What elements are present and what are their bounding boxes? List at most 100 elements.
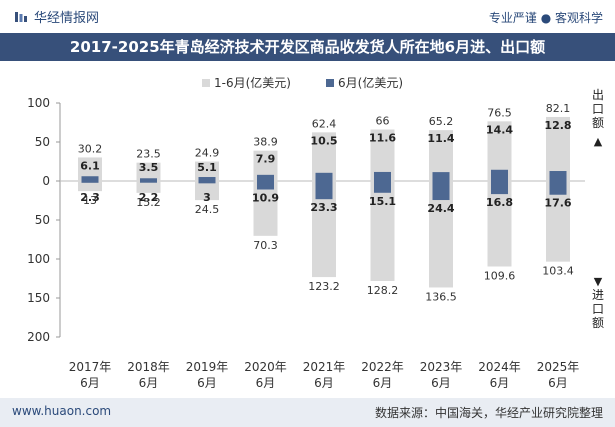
label-range-export: 65.2: [429, 115, 454, 128]
x-tick-label: 2024年: [478, 360, 521, 374]
chart-title: 2017-2025年青岛经济技术开发区商品收发货人所在地6月进、出口额: [0, 33, 615, 61]
bar-range: [370, 129, 395, 281]
label-range-import: 70.3: [253, 239, 278, 252]
y-tick-label: 200: [27, 330, 50, 344]
label-range-export: 66: [376, 115, 390, 128]
label-range-export: 76.5: [487, 106, 512, 119]
label-june-export: 11.6: [369, 132, 396, 145]
x-axis: 2017年 6月 2018年 6月 2019年 6月 2020年 6月 2021年 6月 2022年…: [69, 360, 580, 390]
label-range-export: 38.9: [253, 136, 278, 149]
label-range-export: 23.5: [136, 148, 161, 161]
label-range-import: 136.5: [425, 290, 457, 303]
x-tick-label: 2019年: [186, 360, 229, 374]
label-range-import: 128.2: [367, 284, 399, 297]
label-june-export: 11.4: [427, 132, 454, 145]
label-range-import: 24.5: [195, 203, 220, 216]
bar-june: [315, 172, 333, 200]
label-range-import: 13: [83, 194, 97, 207]
import-side-label-char: 进: [592, 288, 604, 302]
data-source: 数据来源：中国海关，华经产业研究院整理: [374, 406, 603, 420]
label-june-import: 16.8: [486, 196, 513, 209]
y-tick-label: 50: [35, 213, 50, 227]
x-tick-label: 2022年: [361, 360, 404, 374]
label-june-import: 10.9: [252, 192, 279, 205]
bar-june: [432, 172, 450, 201]
label-june-import: 2.2: [139, 191, 159, 204]
bar-june: [549, 171, 567, 195]
x-tick-label: 2023年: [420, 360, 463, 374]
bar-june: [140, 178, 157, 183]
y-tick-label: 50: [35, 135, 50, 149]
data-labels: 30.2 13 6.1 2.3 23.5 15.2 3.5 2.2 24.9 24.5 5.1 3 38…: [78, 102, 574, 304]
bar-range: [136, 162, 161, 193]
label-range-export: 24.9: [195, 147, 220, 160]
brand-name: 华经情报网: [34, 11, 100, 26]
x-tick-label: 2025年: [537, 360, 580, 374]
label-june-export: 7.9: [256, 153, 276, 166]
export-side-label-char: 额: [592, 116, 604, 130]
down-arrow-icon: ▼: [594, 275, 603, 288]
side-labels: 出口额▲▼进口额: [592, 88, 604, 330]
label-june-export: 10.5: [310, 134, 337, 147]
legend: 1-6月(亿美元) 6月(亿美元): [202, 75, 403, 90]
legend-swatch-range: [202, 79, 210, 87]
label-june-export: 14.4: [486, 123, 513, 136]
label-june-export: 3.5: [139, 161, 159, 174]
up-arrow-icon: ▲: [594, 135, 603, 148]
import-side-label-char: 额: [592, 316, 604, 330]
label-range-import: 15.2: [136, 196, 161, 209]
label-range-import: 103.4: [542, 265, 574, 278]
bar-june: [198, 177, 216, 184]
label-range-export: 30.2: [78, 142, 103, 155]
label-range-import: 123.2: [308, 280, 340, 293]
legend-swatch-june: [326, 79, 334, 87]
y-tick-label: 100: [27, 252, 50, 266]
x-tick-label: 6月: [256, 376, 276, 390]
label-june-export: 5.1: [197, 161, 217, 174]
label-june-import: 24.4: [427, 202, 454, 215]
brand-logo-icon: [15, 11, 27, 22]
x-tick-label: 6月: [431, 376, 451, 390]
label-range-export: 82.1: [546, 102, 571, 115]
bar-june: [374, 171, 391, 193]
x-tick-label: 6月: [548, 376, 568, 390]
export-side-label-char: 出: [592, 88, 604, 102]
label-june-import: 3: [203, 191, 211, 204]
bar-june: [491, 169, 508, 195]
label-june-import: 15.1: [369, 195, 396, 208]
footer: www.huaon.com 数据来源：中国海关，华经产业研究院整理: [0, 398, 615, 427]
import-side-label: 进口额: [592, 288, 604, 330]
x-tick-label: 2018年: [127, 360, 170, 374]
bar-june: [257, 174, 274, 190]
y-tick-label: 100: [27, 96, 50, 110]
x-tick-label: 6月: [139, 376, 159, 390]
brand[interactable]: 华经情报网: [14, 7, 99, 26]
export-side-label: 出口额: [592, 88, 604, 130]
slogan: 专业严谨 ● 客观科学: [488, 11, 603, 25]
label-range-export: 62.4: [312, 117, 337, 130]
label-june-import: 17.6: [544, 197, 571, 210]
legend-label-june: 6月(亿美元): [338, 75, 403, 90]
x-tick-label: 6月: [197, 376, 217, 390]
bars: [78, 116, 570, 288]
bar-range: [253, 150, 278, 236]
x-tick-label: 2020年: [244, 360, 287, 374]
x-tick-label: 6月: [490, 376, 510, 390]
header: 华经情报网 专业严谨 ● 客观科学: [0, 0, 615, 33]
website-link[interactable]: www.huaon.com: [12, 404, 112, 418]
x-tick-label: 6月: [80, 376, 100, 390]
y-axis: 100 50 0 50 100 150 200: [27, 96, 585, 344]
export-side-label-char: 口: [592, 102, 604, 116]
x-tick-label: 2017年: [69, 360, 112, 374]
label-june-import: 23.3: [310, 201, 337, 214]
x-tick-label: 6月: [314, 376, 334, 390]
bar-range: [429, 130, 453, 288]
x-tick-label: 6月: [373, 376, 393, 390]
y-tick-label: 150: [27, 291, 50, 305]
label-june-export: 12.8: [544, 119, 571, 132]
import-side-label-char: 口: [592, 302, 604, 316]
label-range-import: 109.6: [484, 269, 516, 282]
x-tick-label: 2021年: [303, 360, 346, 374]
label-june-export: 6.1: [80, 159, 100, 172]
bar-range: [78, 157, 102, 192]
